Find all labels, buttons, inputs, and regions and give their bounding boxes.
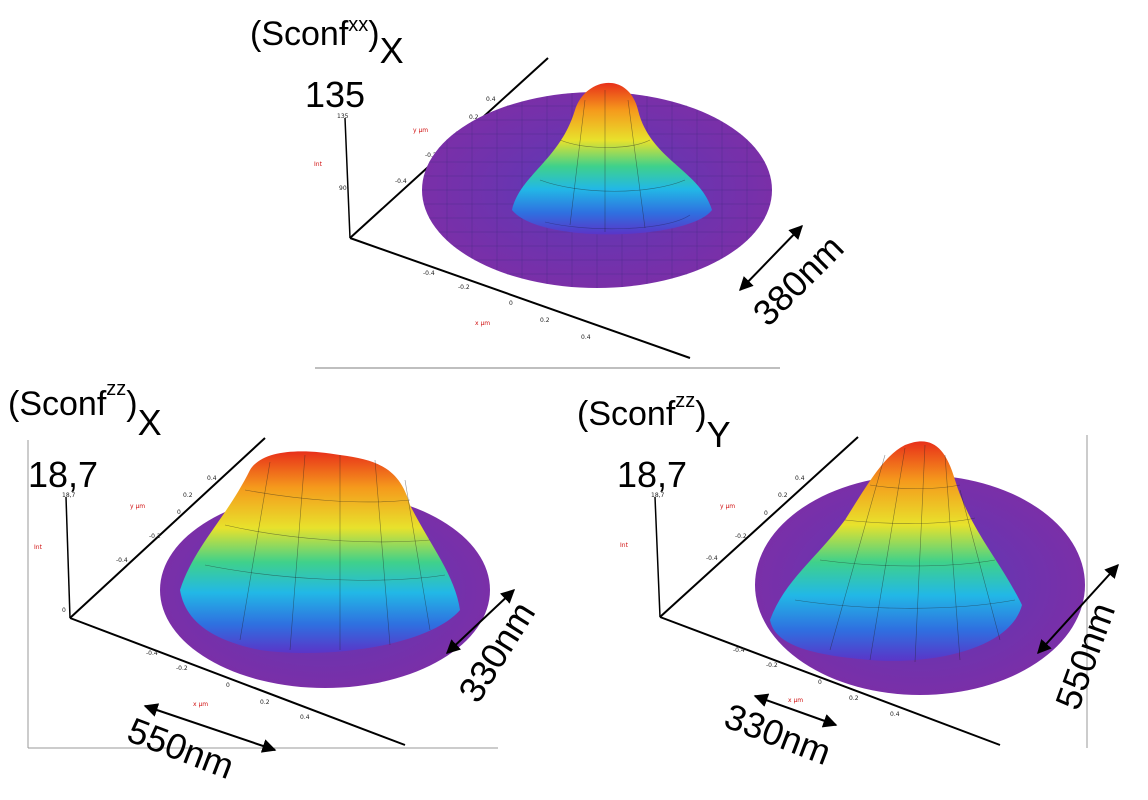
x-tick: 0: [818, 679, 822, 686]
dimension-arrow: [143, 703, 277, 753]
panel-sconf-xx-x: (Sconfxx)X 135 135 90 Int y µm x µm 0.4 …: [250, 14, 852, 369]
dimension-arrow: [445, 589, 516, 654]
y-tick: 0.2: [469, 114, 479, 121]
dimension-label: 550nm: [122, 709, 239, 787]
z-tick: 90: [339, 185, 347, 192]
x-tick: 0: [226, 682, 230, 689]
x-axis-name: x µm: [193, 701, 208, 708]
x-tick: -0.2: [766, 662, 778, 669]
dimension-arrow: [753, 693, 838, 728]
z-tick: 0: [62, 607, 66, 614]
panel-sconf-zz-y: (Sconfzz)Y 18,7 18,7 Int y µm x µm 0.4 0…: [577, 390, 1123, 773]
surface-peak: [180, 451, 460, 654]
x-axis-name: x µm: [788, 697, 803, 704]
z-axis-name: Int: [314, 161, 323, 168]
y-tick: 0: [177, 509, 181, 516]
y-tick: -0.2: [425, 152, 437, 159]
y-tick: 0.2: [183, 492, 193, 499]
z-axis: [344, 117, 351, 239]
x-tick: 0.2: [849, 695, 859, 702]
zmax-label: 18,7: [617, 454, 687, 495]
x-tick: -0.2: [458, 284, 470, 291]
panel-title: (Sconfxx)X: [250, 14, 404, 71]
x-tick: 0.2: [540, 317, 550, 324]
dimension-arrow: [739, 224, 803, 292]
y-tick: -0.2: [149, 533, 161, 540]
x-tick: 0.4: [581, 334, 591, 341]
y-tick: -0.2: [735, 533, 747, 540]
y-tick: 0: [764, 510, 768, 517]
y-axis-name: y µm: [130, 503, 145, 510]
y-axis-name: y µm: [413, 127, 428, 134]
y-axis: [69, 437, 266, 619]
z-axis: [65, 496, 71, 619]
x-tick: 0.2: [260, 699, 270, 706]
x-axis: [349, 237, 691, 359]
y-tick: -0.4: [706, 555, 718, 562]
z-tick: 18,7: [651, 492, 665, 499]
x-tick: -0.4: [423, 270, 435, 277]
dimension-arrow: [1037, 563, 1119, 655]
panel-sconf-zz-x: (Sconfzz)X 18,7 18,7 0 Int y µm x µm 0.4…: [8, 378, 543, 787]
x-axis: [69, 617, 406, 746]
surface-peak: [770, 441, 1022, 661]
zmax-label: 135: [305, 74, 365, 115]
x-axis-name: x µm: [475, 320, 490, 327]
y-axis: [659, 436, 859, 618]
dimension-label: 380nm: [745, 227, 852, 334]
x-tick: 0.4: [890, 711, 900, 718]
x-tick: -0.2: [176, 665, 188, 672]
x-tick: 0.4: [300, 714, 310, 721]
x-axis: [659, 616, 1001, 746]
z-axis: [654, 496, 661, 618]
x-tick: -0.4: [733, 647, 745, 654]
dimension-label: 330nm: [719, 695, 836, 773]
y-axis-name: y µm: [720, 503, 735, 510]
y-tick: 0.2: [778, 492, 788, 499]
x-tick: -0.4: [146, 650, 158, 657]
z-axis-name: Int: [620, 542, 629, 549]
y-tick: -0.4: [116, 557, 128, 564]
y-tick: -0.4: [395, 178, 407, 185]
x-tick: 0: [509, 300, 513, 307]
y-tick: 0.4: [486, 96, 496, 103]
panel-title: (Sconfzz)X: [8, 378, 162, 443]
y-tick: 0.4: [795, 475, 805, 482]
z-tick: 18,7: [62, 492, 76, 499]
y-tick: 0.4: [207, 475, 217, 482]
zmax-label: 18,7: [28, 454, 98, 495]
z-axis-name: Int: [34, 544, 43, 551]
surface-peak: [512, 82, 712, 235]
panel-title: (Sconfzz)Y: [577, 390, 731, 455]
z-tick: 135: [337, 113, 349, 120]
